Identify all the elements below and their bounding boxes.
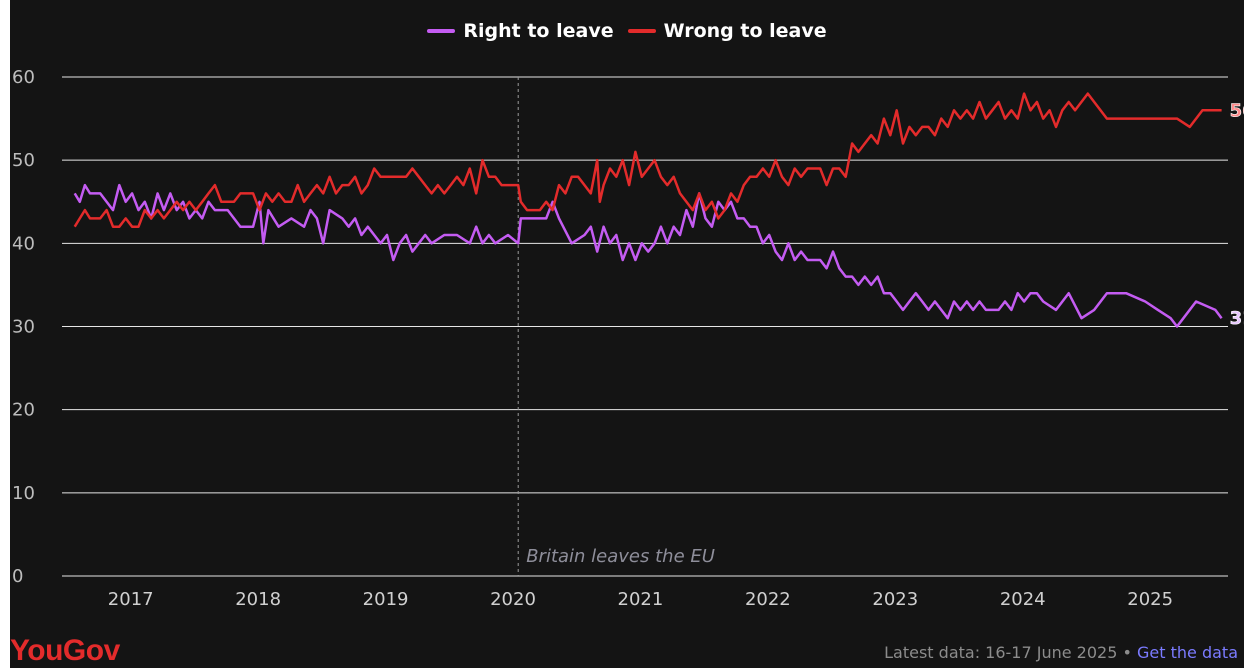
y-tick-label-0: 0 (12, 566, 23, 587)
x-tick-label-2025: 2025 (1127, 589, 1173, 610)
series-line-wrong-to-leave (73, 92, 1222, 228)
y-tick-label-30: 30 (12, 317, 35, 338)
legend-label-wrong: Wrong to leave (663, 20, 827, 42)
chart-frame: Right to leave Wrong to leave 0 10 20 30 40 5… (10, 0, 1244, 668)
legend-item-right-to-leave[interactable]: Right to leave (427, 20, 614, 42)
legend-swatch-right (427, 29, 456, 33)
x-tick-label-2021: 2021 (618, 589, 664, 610)
legend-swatch-wrong (627, 29, 656, 33)
x-tick-label-2017: 2017 (108, 589, 154, 610)
line-chart: 0 10 20 30 40 50 60 2017 2018 2019 2020 2021 2022 202… (12, 67, 1244, 610)
footer-source: Latest data: 16-17 June 2025 • Get the d… (884, 643, 1238, 662)
y-tick-label-40: 40 (12, 233, 35, 254)
latest-data-text: Latest data: 16-17 June 2025 • (884, 643, 1132, 662)
end-label-right: 31 (1230, 308, 1244, 329)
y-tick-label-50: 50 (12, 150, 35, 171)
x-tick-label-2019: 2019 (363, 589, 409, 610)
y-tick-label-10: 10 (12, 483, 35, 504)
legend-item-wrong-to-leave[interactable]: Wrong to leave (627, 20, 827, 42)
annotation-label: Britain leaves the EU (526, 546, 715, 567)
chart-legend: Right to leave Wrong to leave (10, 20, 1244, 42)
y-tick-label-60: 60 (12, 67, 35, 88)
y-tick-label-20: 20 (12, 400, 35, 421)
x-tick-label-2024: 2024 (1000, 589, 1046, 610)
x-tick-label-2018: 2018 (235, 589, 281, 610)
series-line-right-to-leave (73, 183, 1223, 328)
x-tick-label-2023: 2023 (872, 589, 918, 610)
x-tick-label-2022: 2022 (745, 589, 791, 610)
get-the-data-link[interactable]: Get the data (1137, 643, 1238, 662)
yougov-logo: YouGov (10, 634, 120, 667)
x-tick-label-2020: 2020 (490, 589, 536, 610)
legend-label-right: Right to leave (463, 20, 614, 42)
end-label-wrong: 56 (1230, 100, 1244, 121)
